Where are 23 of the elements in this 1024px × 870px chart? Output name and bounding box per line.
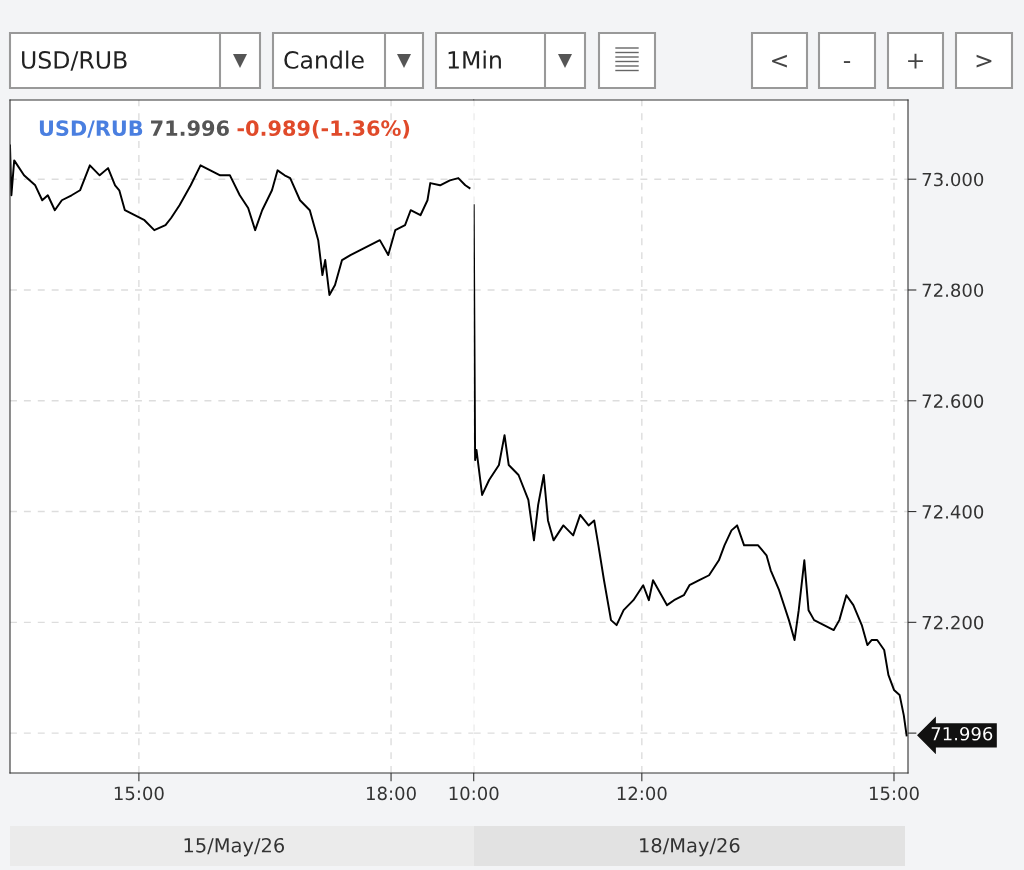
text: > (976, 54, 992, 68)
text: USD/RUB (39, 120, 143, 138)
annotation: 71.996 (151, 120, 229, 137)
x-tick-label: 15:00 (114, 786, 164, 801)
text: Candle (284, 50, 364, 69)
y-tick-label: 73.000 (922, 172, 984, 187)
x-tick-label: 15:00 (869, 786, 919, 801)
x-tick-label: 18:00 (367, 786, 416, 801)
y-tick-label: 72.600 (922, 394, 984, 408)
text: - (843, 61, 851, 63)
text: + (908, 53, 923, 69)
text: USD/RUB (22, 50, 127, 71)
text: 1Min (448, 50, 501, 69)
text: 71.996 (931, 726, 993, 741)
text: 15/May/26 (184, 837, 285, 857)
y-tick-label: 72.200 (922, 615, 984, 630)
annotation: -0.989(-1.36%) (237, 119, 410, 139)
text: < (772, 54, 787, 68)
y-tick-label: 72.800 (922, 283, 984, 298)
y-tick-label: 72.400 (922, 505, 984, 519)
x-tick-label: 10:00 (449, 786, 499, 801)
x-tick-label: 12:00 (617, 786, 667, 801)
text: 18/May/26 (640, 837, 740, 857)
